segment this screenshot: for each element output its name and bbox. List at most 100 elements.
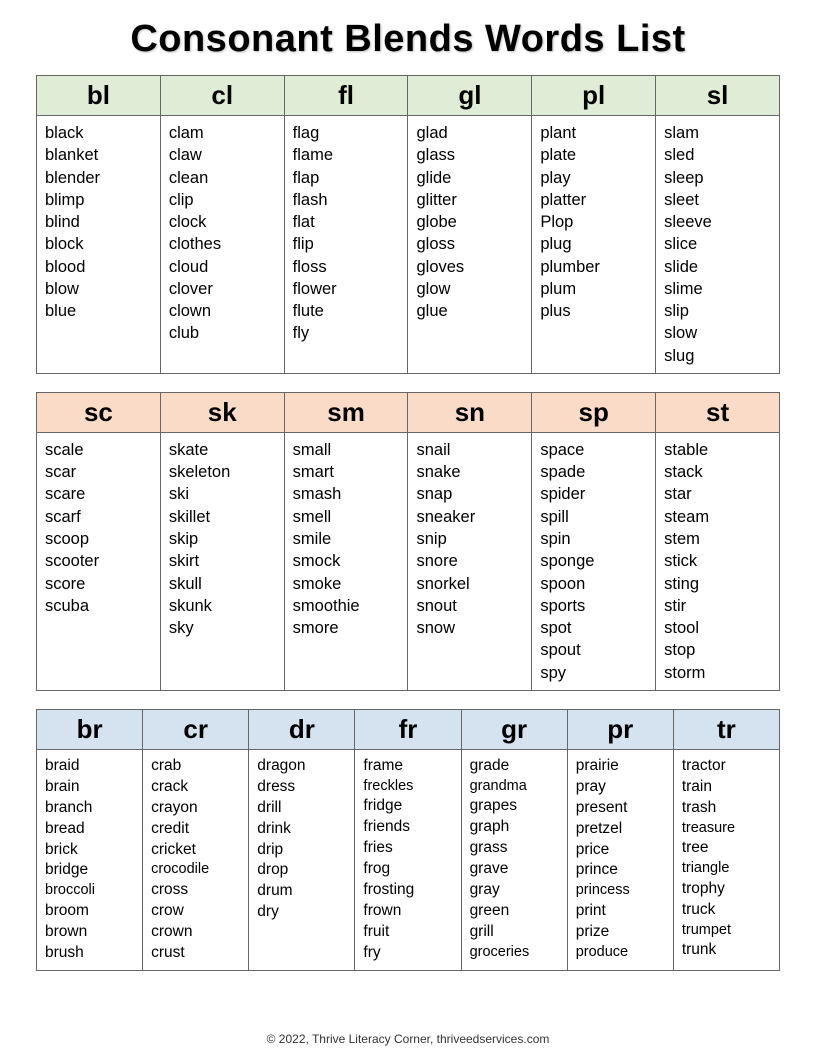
word: frosting [363,880,452,901]
word: scarf [45,506,152,528]
word: smile [293,528,400,550]
column-header: pr [567,710,673,750]
word: platter [540,189,647,211]
word: slide [664,256,771,278]
word: dragon [257,756,346,777]
word-list-cell: flagflameflapflashflatflipflossflowerflu… [284,116,408,373]
word: prize [576,922,665,943]
word: plate [540,144,647,166]
column-header: sk [160,393,284,433]
word: dress [257,777,346,798]
word: blue [45,300,152,322]
word-list-cell: plantplateplayplatterPlopplugplumberplum… [531,116,655,373]
word: clock [169,211,276,233]
column-header: tr [673,710,779,750]
word: steam [664,506,771,528]
sections-container: blclflglplslblackblanketblenderblimpblin… [36,75,780,971]
word: smock [293,550,400,572]
word: scoop [45,528,152,550]
word: glide [416,167,523,189]
word: drop [257,860,346,881]
word: frown [363,901,452,922]
word: glass [416,144,523,166]
word: skillet [169,506,276,528]
word: clean [169,167,276,189]
word: sports [540,595,647,617]
word: clam [169,122,276,144]
word: club [169,322,276,344]
word: stop [664,639,771,661]
word: graph [470,817,559,838]
word: spy [540,662,647,684]
column-header: sp [531,393,655,433]
word: triangle [682,859,771,879]
word: gloss [416,233,523,255]
word: spot [540,617,647,639]
word: scar [45,461,152,483]
word: clover [169,278,276,300]
word: flame [293,144,400,166]
word: Plop [540,211,647,233]
word-list-cell: blackblanketblenderblimpblindblockbloodb… [37,116,160,373]
word: brain [45,777,134,798]
word: flash [293,189,400,211]
word-list-cell: prairiepraypresentpretzelpriceprinceprin… [567,750,673,970]
word: sneaker [416,506,523,528]
word: clothes [169,233,276,255]
word: glue [416,300,523,322]
column-header: fr [354,710,460,750]
word: fries [363,838,452,859]
word: blanket [45,144,152,166]
word: slow [664,322,771,344]
word: drum [257,881,346,902]
word: sleeve [664,211,771,233]
word: spill [540,506,647,528]
word: grass [470,838,559,859]
word: broom [45,901,134,922]
word: frame [363,756,452,777]
column-header: cr [142,710,248,750]
word: score [45,573,152,595]
word: dry [257,902,346,923]
word: crown [151,922,240,943]
word: brush [45,943,134,964]
word: floss [293,256,400,278]
word: star [664,483,771,505]
word: flute [293,300,400,322]
word: pray [576,777,665,798]
word: brick [45,840,134,861]
word: snail [416,439,523,461]
word: blimp [45,189,152,211]
word: bridge [45,860,134,881]
word-list-cell: braidbrainbranchbreadbrickbridgebroccoli… [37,750,142,970]
word: smoothie [293,595,400,617]
word: crayon [151,798,240,819]
word: fridge [363,796,452,817]
word: blender [45,167,152,189]
word: flower [293,278,400,300]
word: grave [470,859,559,880]
column-header: gl [407,76,531,116]
word: gloves [416,256,523,278]
word: claw [169,144,276,166]
word: slice [664,233,771,255]
word: skunk [169,595,276,617]
word: slime [664,278,771,300]
word-list-cell: gladglassglideglitterglobeglossglovesglo… [407,116,531,373]
word: plumber [540,256,647,278]
word: glad [416,122,523,144]
word: spin [540,528,647,550]
column-header: cl [160,76,284,116]
word: skull [169,573,276,595]
word: branch [45,798,134,819]
word: drink [257,819,346,840]
word: grade [470,756,559,777]
word: slug [664,345,771,367]
word: treasure [682,819,771,839]
word-list-cell: slamsledsleepsleetsleevesliceslideslimes… [655,116,779,373]
word: stool [664,617,771,639]
word: drill [257,798,346,819]
word: princess [576,881,665,901]
word: tree [682,838,771,859]
column-header: br [37,710,142,750]
